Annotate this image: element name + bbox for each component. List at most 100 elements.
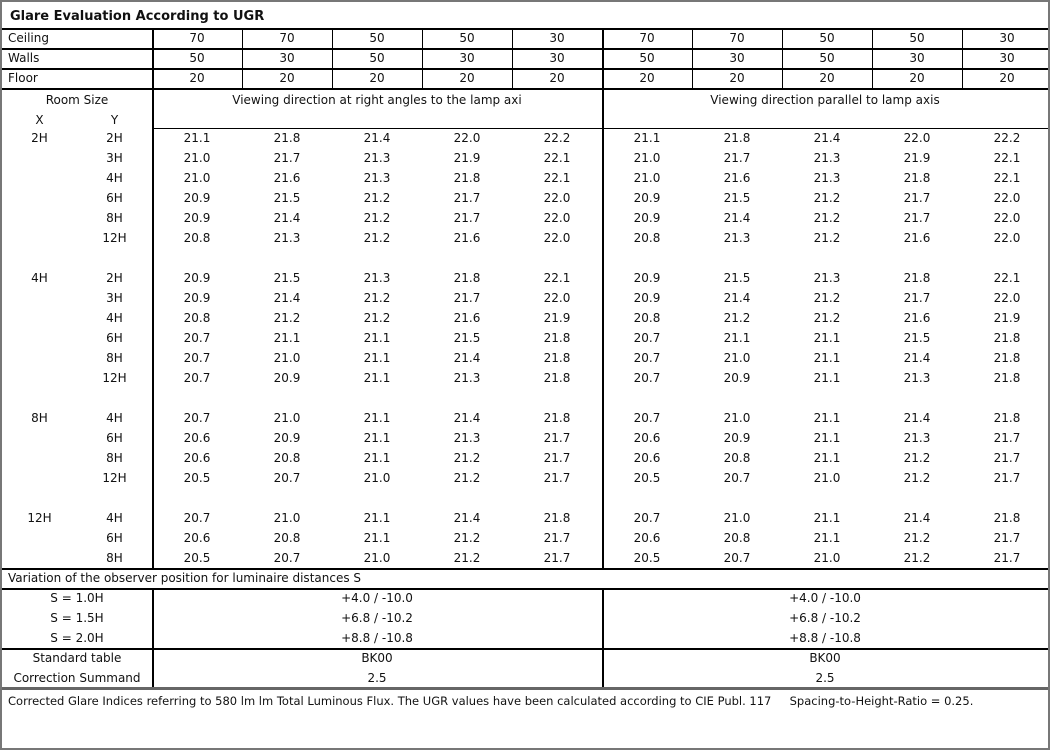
ugr-value: 22.1 xyxy=(993,271,1021,285)
room-y-value: 8H xyxy=(106,551,123,565)
ugr-value: 21.9 xyxy=(903,151,931,165)
divider xyxy=(872,48,873,68)
variation-label: S = 1.0H xyxy=(50,591,104,605)
ugr-value: 21.3 xyxy=(813,151,841,165)
divider xyxy=(242,28,243,48)
ugr-value: 20.7 xyxy=(723,471,751,485)
ugr-value: 21.8 xyxy=(543,371,571,385)
ugr-value: 21.7 xyxy=(453,211,481,225)
variation-parallel-value: +6.8 / -10.2 xyxy=(789,611,861,625)
variation-parallel-value: +4.0 / -10.0 xyxy=(789,591,861,605)
reflectance-value: 50 xyxy=(819,51,835,65)
divider xyxy=(782,48,783,68)
variation-parallel-value: +8.8 / -10.8 xyxy=(789,631,861,645)
reflectance-value: 50 xyxy=(819,31,835,45)
reflectance-value: 20 xyxy=(909,71,925,85)
ugr-value: 21.3 xyxy=(813,271,841,285)
ugr-value: 21.1 xyxy=(363,371,391,385)
ugr-value: 20.6 xyxy=(633,431,661,445)
ugr-value: 22.1 xyxy=(543,271,571,285)
room-y-value: 2H xyxy=(106,131,123,145)
ugr-value: 21.2 xyxy=(453,451,481,465)
ugr-value: 21.8 xyxy=(993,351,1021,365)
reflectance-value: 20 xyxy=(729,71,745,85)
ugr-value: 20.9 xyxy=(723,431,751,445)
ugr-value: 21.7 xyxy=(453,191,481,205)
ugr-value: 21.0 xyxy=(363,551,391,565)
reflectance-value: 30 xyxy=(279,51,295,65)
ugr-value: 21.4 xyxy=(723,291,751,305)
ugr-value: 21.0 xyxy=(183,151,211,165)
room-y-value: 4H xyxy=(106,411,123,425)
ugr-value: 21.4 xyxy=(453,351,481,365)
room-y-value: 12H xyxy=(102,231,127,245)
standard-table-perpendicular-value: BK00 xyxy=(361,651,393,665)
ugr-value: 21.4 xyxy=(903,511,931,525)
reflectance-value: 50 xyxy=(639,51,655,65)
ugr-value: 21.6 xyxy=(453,311,481,325)
reflectance-label-walls: Walls xyxy=(8,51,40,65)
ugr-value: 21.4 xyxy=(453,411,481,425)
ugr-value: 21.2 xyxy=(363,231,391,245)
ugr-value: 22.0 xyxy=(453,131,481,145)
variation-perpendicular-value: +8.8 / -10.8 xyxy=(341,631,413,645)
ugr-value: 20.5 xyxy=(633,471,661,485)
reflectance-value: 20 xyxy=(999,71,1015,85)
ugr-value: 22.0 xyxy=(993,211,1021,225)
divider xyxy=(2,648,1048,650)
room-y-value: 6H xyxy=(106,191,123,205)
ugr-value: 20.7 xyxy=(183,351,211,365)
ugr-value: 20.7 xyxy=(633,331,661,345)
ugr-value: 21.1 xyxy=(363,331,391,345)
ugr-value: 21.8 xyxy=(453,271,481,285)
divider xyxy=(512,68,513,88)
ugr-value: 21.0 xyxy=(723,351,751,365)
room-x-label: X xyxy=(35,113,44,127)
ugr-value: 21.1 xyxy=(633,131,661,145)
ugr-value: 20.8 xyxy=(723,531,751,545)
ugr-value: 21.4 xyxy=(903,351,931,365)
ugr-value: 21.5 xyxy=(903,331,931,345)
divider xyxy=(422,28,423,48)
ugr-value: 22.0 xyxy=(543,231,571,245)
ugr-value: 21.1 xyxy=(813,431,841,445)
ugr-value: 20.8 xyxy=(633,311,661,325)
ugr-value: 21.0 xyxy=(723,411,751,425)
ugr-value: 21.1 xyxy=(813,351,841,365)
reflectance-value: 50 xyxy=(459,31,475,45)
ugr-value: 21.4 xyxy=(453,511,481,525)
ugr-value: 21.2 xyxy=(903,471,931,485)
divider xyxy=(2,88,1048,90)
divider xyxy=(872,68,873,88)
divider xyxy=(332,68,333,88)
reflectance-value: 20 xyxy=(819,71,835,85)
ugr-value: 21.8 xyxy=(993,411,1021,425)
standard-table-label: Standard table xyxy=(32,651,122,665)
ugr-value: 21.7 xyxy=(903,211,931,225)
ugr-value: 21.8 xyxy=(903,271,931,285)
ugr-value: 20.8 xyxy=(183,231,211,245)
divider xyxy=(152,28,154,48)
divider xyxy=(512,48,513,68)
ugr-value: 21.0 xyxy=(183,171,211,185)
divider xyxy=(332,28,333,48)
reflectance-label-ceiling: Ceiling xyxy=(8,31,49,45)
ugr-value: 22.2 xyxy=(993,131,1021,145)
ugr-value: 21.3 xyxy=(363,151,391,165)
room-y-value: 6H xyxy=(106,431,123,445)
divider xyxy=(242,68,243,88)
ugr-value: 20.7 xyxy=(633,371,661,385)
ugr-value: 22.2 xyxy=(543,131,571,145)
divider xyxy=(242,48,243,68)
ugr-value: 21.1 xyxy=(273,331,301,345)
room-y-value: 4H xyxy=(106,311,123,325)
ugr-value: 20.7 xyxy=(723,551,751,565)
ugr-value: 21.1 xyxy=(363,411,391,425)
ugr-value: 21.0 xyxy=(633,151,661,165)
ugr-value: 21.7 xyxy=(993,551,1021,565)
ugr-value: 20.9 xyxy=(183,271,211,285)
reflectance-value: 20 xyxy=(549,71,565,85)
reflectance-value: 70 xyxy=(729,31,745,45)
divider xyxy=(2,28,1048,30)
divider xyxy=(152,588,154,688)
